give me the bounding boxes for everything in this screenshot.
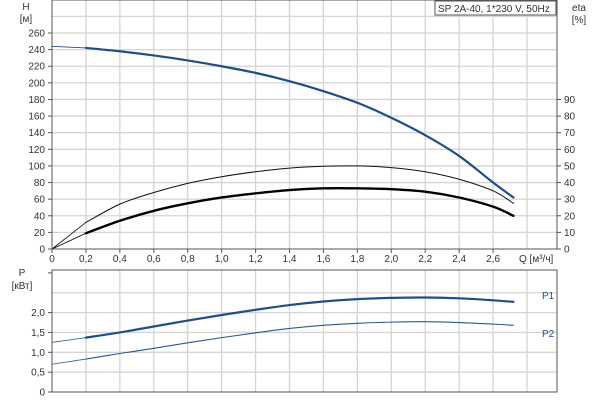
x-tick-label: 0 xyxy=(49,254,55,265)
bottom-grid xyxy=(52,270,557,392)
head-curve xyxy=(84,46,515,199)
p-axis-unit: [кВт] xyxy=(12,281,33,292)
x-tick-label: 0,8 xyxy=(181,254,195,265)
top-plot-frame xyxy=(51,0,558,250)
y-axis-label: H xyxy=(22,2,29,13)
x-tick-label: 0,6 xyxy=(147,254,161,265)
y2-tick-label: 70 xyxy=(564,128,576,139)
p-tick-label: 0,5 xyxy=(31,368,45,379)
y-tick-label: 60 xyxy=(34,195,46,206)
x-tick-label: 1,6 xyxy=(316,254,330,265)
y-tick-label: 100 xyxy=(28,161,45,172)
efficiency-curve-thick-extrapolated xyxy=(51,232,87,250)
y-tick-label: 20 xyxy=(34,228,46,239)
y2-tick-label: 30 xyxy=(564,195,576,206)
y-tick-label: 40 xyxy=(34,211,46,222)
chart-title: SP 2A-40, 1*230 V, 50Hz xyxy=(438,4,550,15)
p-tick-label: 2,0 xyxy=(31,308,45,319)
y-tick-label: 180 xyxy=(28,95,45,106)
y2-tick-label: 90 xyxy=(564,95,576,106)
p-axis-label: P xyxy=(19,268,26,279)
x-tick-label: 0,2 xyxy=(79,254,93,265)
title-box xyxy=(434,0,557,16)
p-tick-label: 1,0 xyxy=(31,348,45,359)
p-tick-label: 1,5 xyxy=(31,328,45,339)
y-tick-label: 240 xyxy=(28,45,45,56)
y2-axis-label: eta xyxy=(572,3,586,14)
y-axis-unit: [м] xyxy=(20,14,33,25)
x-tick-label: 1,2 xyxy=(249,254,263,265)
legend-p1: P1 xyxy=(542,291,555,302)
p2-curve xyxy=(85,321,514,360)
y-tick-label: 200 xyxy=(28,78,45,89)
x-axis-label: Q [м³/ч] xyxy=(519,254,554,265)
y2-tick-label: 0 xyxy=(564,245,570,256)
efficiency-curve-thin-extrapolated xyxy=(51,222,87,250)
x-tick-label: 1,4 xyxy=(283,254,297,265)
y-tick-label: 160 xyxy=(28,112,45,123)
p1-curve-extrapolated xyxy=(51,337,86,343)
y-tick-label: 0 xyxy=(39,245,45,256)
efficiency-curve-thin xyxy=(85,165,514,223)
x-tick-label: 1,0 xyxy=(215,254,229,265)
p-tick-label: 0 xyxy=(39,388,45,399)
bottom-plot-frame xyxy=(51,269,558,393)
y2-tick-label: 10 xyxy=(564,228,576,239)
y-tick-label: 120 xyxy=(28,145,45,156)
curves xyxy=(51,45,515,365)
efficiency-curve-thick xyxy=(84,186,515,235)
y2-axis-unit: [%] xyxy=(572,15,587,26)
legend-p2: P2 xyxy=(542,329,555,340)
x-tick-label: 0,4 xyxy=(113,254,127,265)
y2-tick-label: 50 xyxy=(564,161,576,172)
y2-tick-label: 20 xyxy=(564,211,576,222)
y-tick-label: 220 xyxy=(28,62,45,73)
x-tick-label: 1,8 xyxy=(350,254,364,265)
y-tick-label: 80 xyxy=(34,178,46,189)
x-tick-label: 2,0 xyxy=(384,254,398,265)
x-tick-label: 2,6 xyxy=(486,254,500,265)
x-tick-label: 2,4 xyxy=(452,254,466,265)
y2-tick-label: 60 xyxy=(564,145,576,156)
y2-tick-label: 40 xyxy=(564,178,576,189)
head-curve-extrapolated xyxy=(51,45,86,49)
y2-tick-label: 80 xyxy=(564,112,576,123)
p1-curve xyxy=(84,296,515,339)
y-tick-label: 140 xyxy=(28,128,45,139)
x-tick-label: 2,2 xyxy=(418,254,432,265)
p2-curve-extrapolated xyxy=(51,358,86,365)
y-tick-label: 260 xyxy=(28,29,45,40)
top-grid xyxy=(52,0,557,249)
tick-labels: 0 0,2 0,4 0,6 0,8 1,0 1,2 1,4 1,6 1,8 2,0 2,2 2,4 2,6… xyxy=(28,29,575,399)
